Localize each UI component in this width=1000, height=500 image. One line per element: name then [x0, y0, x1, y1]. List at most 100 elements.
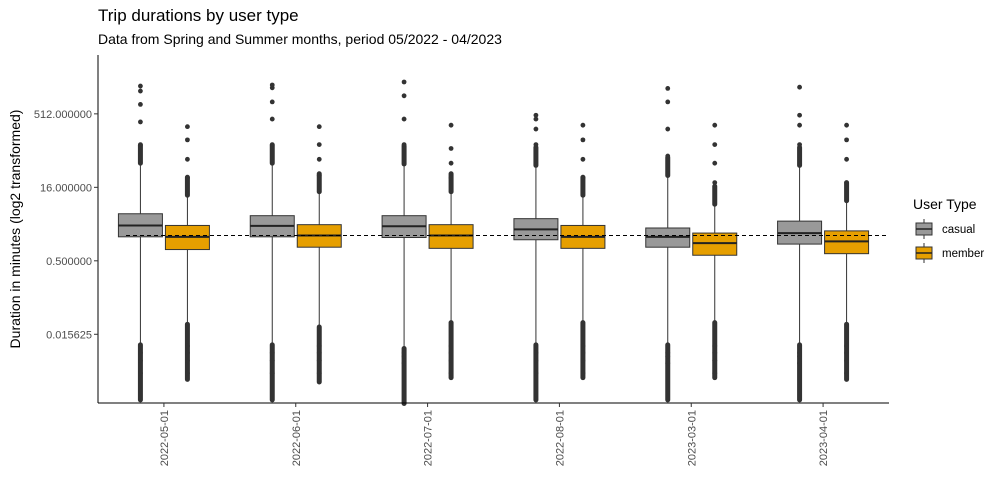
outlier-point	[844, 350, 849, 356]
outlier-point	[401, 116, 407, 122]
outlier-point	[580, 156, 586, 162]
outlier-point	[712, 142, 718, 148]
outlier-point	[533, 126, 539, 132]
outlier-point	[138, 83, 143, 89]
outlier-point	[712, 350, 718, 356]
x-tick-label: 2023-03-01	[686, 410, 698, 466]
outlier-point	[448, 122, 454, 128]
outlier-point	[844, 156, 849, 162]
outlier-point	[138, 119, 143, 125]
outlier-point	[401, 354, 407, 359]
outlier-point	[269, 350, 275, 356]
box-casual-2022-07-01	[381, 79, 427, 406]
outlier-point	[844, 343, 849, 349]
outlier-point	[665, 350, 671, 356]
legend-label-member: member	[942, 248, 984, 260]
box-casual-2022-06-01	[249, 82, 295, 403]
chart-subtitle: Data from Spring and Summer months, peri…	[98, 31, 502, 47]
boxes-layer	[117, 79, 870, 406]
outlier-point	[712, 122, 718, 128]
outlier-point	[138, 101, 143, 107]
axes-layer: 0.015625 0.500000 16.000000 512.000000 2022-…	[7, 55, 889, 466]
outlier-point	[401, 142, 407, 148]
outlier-point	[712, 160, 718, 166]
outlier-point	[316, 350, 322, 356]
outlier-point	[269, 99, 275, 105]
outlier-point	[580, 122, 586, 128]
outlier-point	[712, 370, 718, 376]
outlier-point	[844, 358, 849, 364]
outlier-point	[185, 124, 190, 130]
outlier-point	[316, 173, 322, 178]
outlier-point	[797, 354, 802, 359]
outlier-point	[269, 142, 275, 148]
outlier-point	[580, 358, 586, 364]
outlier-point	[712, 180, 718, 185]
box-casual-2023-04-01	[777, 84, 823, 403]
outlier-point	[797, 350, 802, 356]
legend-key-casual	[915, 219, 933, 239]
x-tick-label: 2022-08-01	[554, 410, 566, 466]
outlier-point	[138, 358, 143, 364]
box-member-2022-07-01	[428, 122, 474, 381]
outlier-point	[185, 156, 190, 162]
box-member-2022-05-01	[164, 124, 210, 382]
outlier-point	[580, 175, 586, 181]
outlier-point	[138, 142, 143, 148]
outlier-point	[448, 146, 454, 151]
outlier-point	[448, 358, 454, 364]
y-tick-label: 0.500000	[46, 256, 92, 268]
outlier-point	[665, 354, 671, 359]
outlier-point	[269, 116, 275, 122]
outlier-point	[665, 153, 671, 159]
outlier-point	[665, 126, 671, 132]
outlier-point	[269, 82, 275, 88]
outlier-point	[797, 84, 802, 90]
outlier-point	[580, 350, 586, 356]
x-tick-label: 2022-05-01	[159, 410, 171, 466]
outlier-point	[533, 112, 539, 118]
y-axis-title: Duration in minutes (log2 transformed)	[7, 110, 23, 349]
box-member-2023-03-01	[692, 122, 738, 381]
box-member-2022-06-01	[296, 124, 342, 385]
chart-title: Trip durations by user type	[98, 6, 299, 25]
outlier-point	[316, 142, 322, 148]
box-member-2022-08-01	[560, 122, 606, 381]
outlier-point	[185, 358, 190, 364]
outlier-point	[665, 360, 671, 366]
outlier-point	[448, 175, 454, 181]
outlier-point	[665, 99, 671, 105]
outlier-point	[316, 156, 322, 162]
outlier-point	[138, 370, 143, 376]
outlier-point	[185, 175, 190, 181]
x-tick-label: 2022-07-01	[423, 410, 435, 466]
outlier-point	[401, 79, 407, 85]
outlier-point	[401, 350, 407, 356]
outlier-point	[185, 343, 190, 349]
legend-title: User Type	[913, 196, 977, 212]
box-casual-2022-08-01	[513, 112, 559, 403]
y-tick-label: 16.000000	[40, 182, 92, 194]
outlier-point	[448, 160, 454, 166]
outlier-point	[844, 180, 849, 185]
outlier-point	[844, 137, 849, 143]
outlier-point	[797, 142, 802, 148]
outlier-point	[316, 370, 322, 376]
legend: User Type casual member	[913, 196, 984, 263]
outlier-point	[533, 350, 539, 356]
outlier-point	[797, 360, 802, 366]
outlier-point	[712, 343, 718, 349]
outlier-point	[401, 360, 407, 366]
outlier-point	[138, 350, 143, 356]
outlier-point	[533, 116, 539, 122]
outlier-point	[269, 370, 275, 376]
box-body	[692, 232, 738, 256]
outlier-point	[580, 343, 586, 349]
outlier-point	[185, 370, 190, 376]
y-tick-label: 0.015625	[46, 329, 92, 341]
outlier-point	[580, 137, 586, 143]
box-member-2023-04-01	[824, 122, 870, 382]
outlier-point	[533, 370, 539, 376]
outlier-point	[448, 370, 454, 376]
